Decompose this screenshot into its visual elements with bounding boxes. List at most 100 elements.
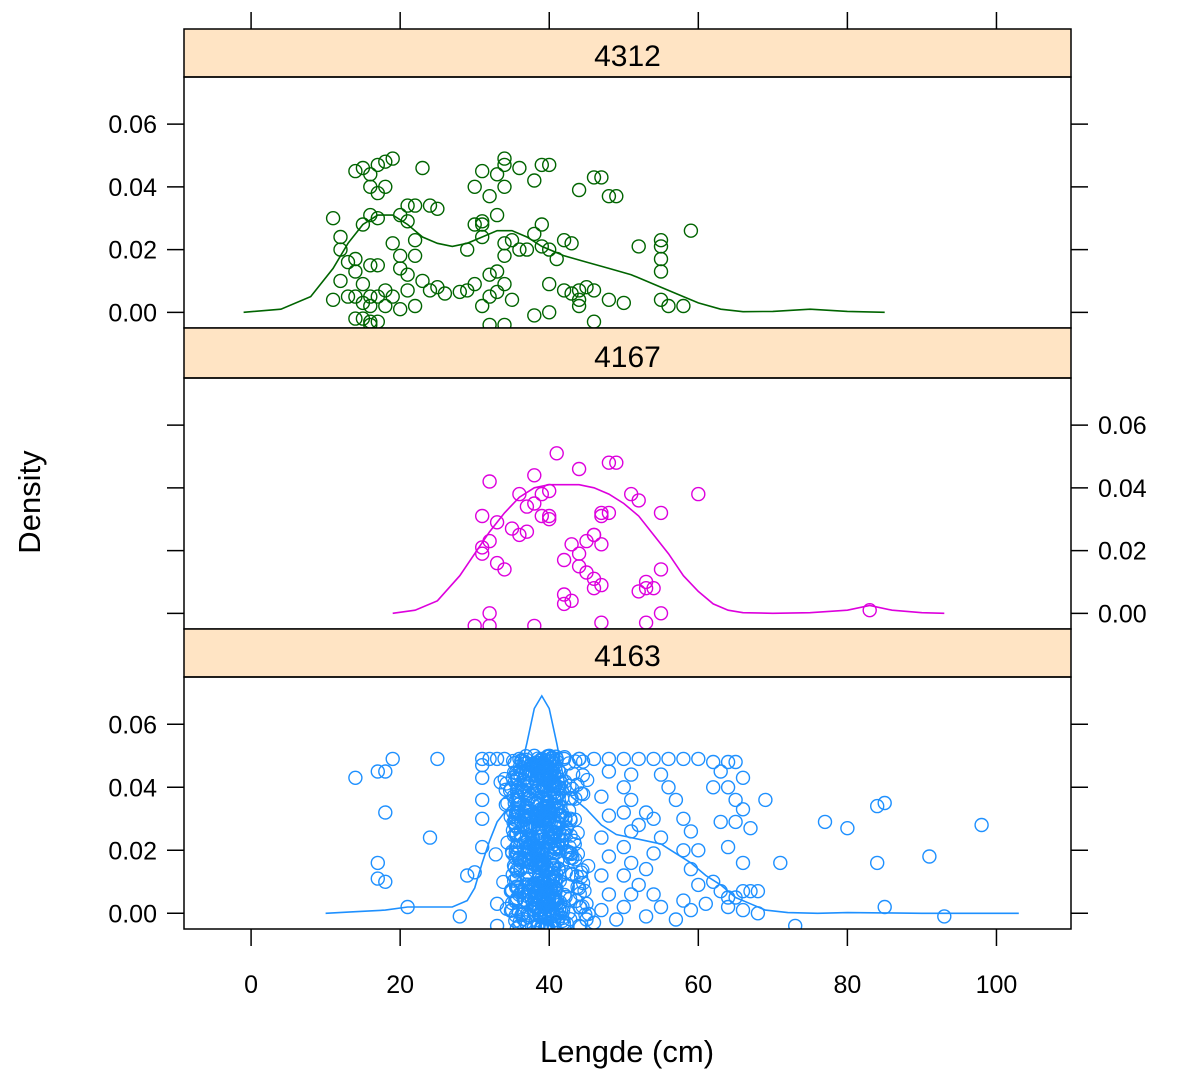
data-point [482,606,497,621]
data-point [325,210,341,226]
data-point [646,751,661,767]
points-4163 [348,748,989,929]
data-point [594,508,609,524]
data-point [370,258,385,273]
data-point [539,916,554,929]
data-point [489,167,505,182]
data-point [370,764,385,779]
data-point [616,751,631,767]
data-point [378,764,393,779]
data-point [489,918,505,929]
data-point [638,909,654,924]
data-point [556,552,572,568]
data-point [542,276,557,292]
data-point [497,317,512,328]
data-point [586,314,602,328]
data-point [728,792,743,808]
data-point [460,868,475,883]
data-point [661,780,676,795]
data-point [713,814,728,830]
data-point [505,823,521,838]
density-curve-4167 [392,483,945,615]
data-point [683,902,699,918]
data-point [683,861,699,877]
data-point [527,468,542,483]
data-point [526,837,542,852]
data-point [509,870,524,885]
data-point [527,618,542,629]
points-4167 [467,446,877,629]
y-tick-label: 0.02 [108,237,157,265]
data-point [504,232,520,248]
data-point [601,808,617,823]
data-point [624,887,639,902]
data-point [511,804,527,820]
data-point [482,267,497,282]
data-point [407,248,423,264]
data-point [653,264,669,279]
data-point [545,903,560,918]
data-point [531,900,546,915]
data-point [385,236,400,251]
data-point [519,834,534,849]
data-point [817,814,833,830]
data-point [534,508,549,524]
data-point [653,251,669,267]
data-point [325,292,341,307]
data-point [348,163,363,179]
data-point [735,770,751,785]
data-point [691,843,706,858]
data-point [400,198,415,213]
data-point [512,486,527,502]
data-point [609,912,624,927]
data-point [877,795,892,811]
panels-layer: 4312 0.00 0.02 0.04 0.06 4167 0.00 0.02 0.04 0.06… [108,28,1147,930]
data-point [542,305,557,320]
data-point [557,750,572,765]
data-point [530,919,545,929]
strip-label-4163: 4163 [594,640,661,673]
data-point [616,805,631,820]
data-point [568,893,584,909]
data-point [508,913,523,928]
data-point [497,751,512,767]
data-point [378,154,393,169]
x-tick-label: 20 [386,971,414,999]
data-point [475,214,490,229]
data-point [370,855,385,871]
data-point [546,869,561,884]
data-point [624,855,639,871]
data-point [556,232,572,248]
x-tick-label: 100 [976,971,1018,999]
data-point [497,236,512,251]
data-point [676,811,691,826]
data-point [631,584,646,599]
y-tick-label: 0.02 [108,837,157,865]
data-point [549,446,564,461]
data-point [572,918,587,929]
data-point [489,264,505,279]
data-point [520,906,535,921]
data-point [519,524,535,539]
data-point [400,267,415,282]
data-point [497,151,512,166]
data-point [594,830,609,845]
y-tick-label: 0.06 [1098,412,1147,440]
data-point [653,505,669,521]
data-point [504,292,520,307]
data-point [497,248,512,264]
data-point [521,907,536,923]
data-point [393,248,408,264]
x-tick-label: 80 [833,971,861,999]
data-point [475,298,490,314]
y-tick-label: 0.02 [1098,538,1147,566]
data-point [407,232,423,248]
data-point [452,909,467,924]
data-point [720,839,736,855]
data-point [728,814,743,830]
data-point [422,830,438,845]
data-point [475,751,490,767]
data-point [594,505,609,521]
data-point [609,455,624,470]
data-point [594,170,609,185]
